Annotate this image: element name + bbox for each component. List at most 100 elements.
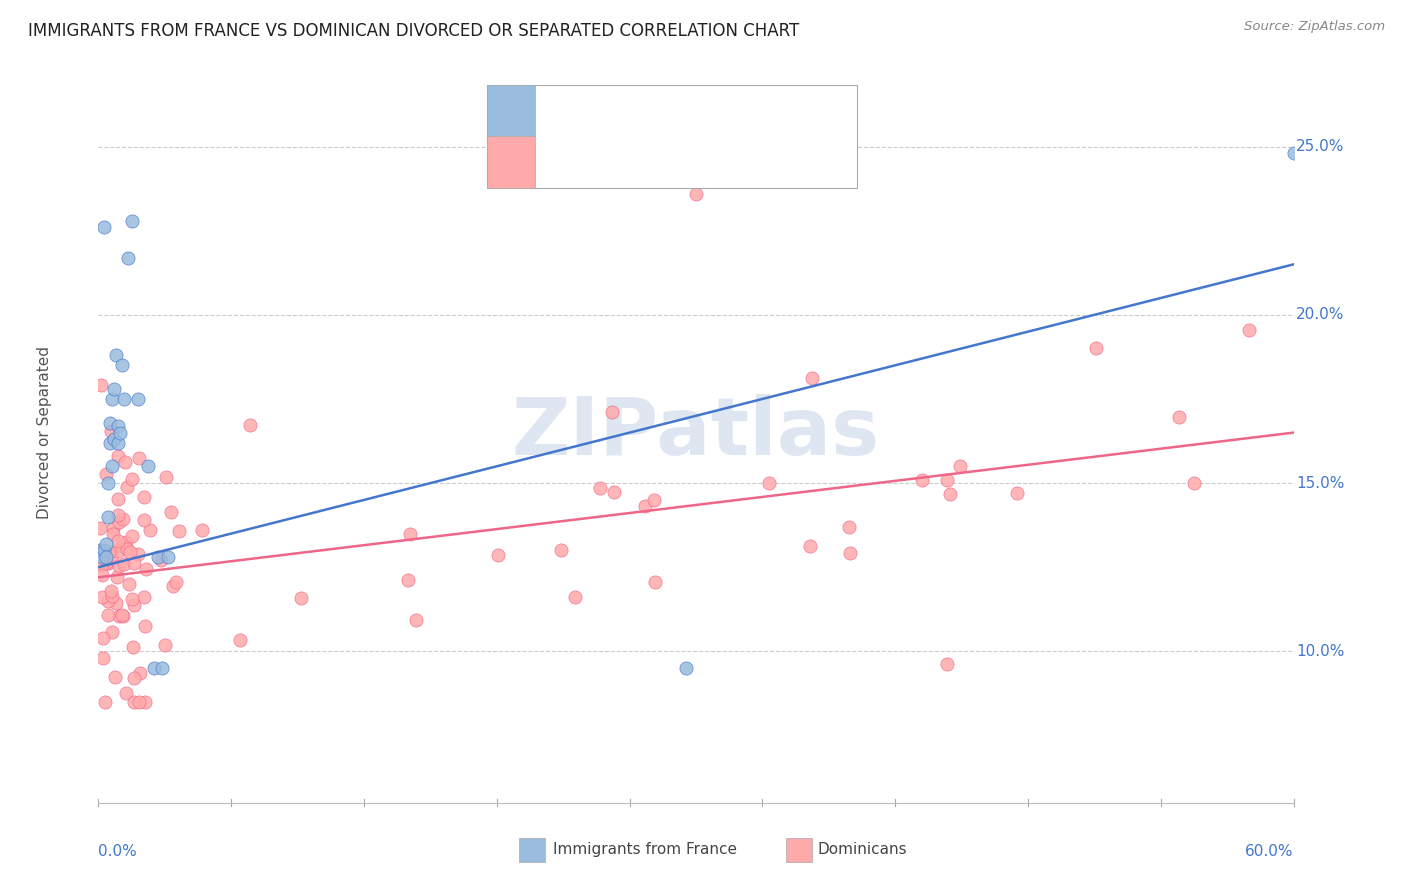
Point [100, 584, 122, 599]
Point [107, 534, 129, 549]
Point [134, 513, 156, 527]
Point [107, 435, 129, 450]
Point [799, 539, 821, 553]
Point [134, 695, 156, 709]
Point [114, 535, 136, 549]
Point [838, 520, 860, 534]
Text: R = 0.416: R = 0.416 [544, 103, 621, 118]
Point [644, 575, 666, 590]
FancyBboxPatch shape [486, 136, 534, 188]
Point [105, 570, 128, 584]
Text: R = 0.399: R = 0.399 [544, 155, 621, 169]
Point [139, 523, 162, 537]
Point [1085, 341, 1108, 355]
Point [1282, 146, 1305, 161]
Point [1005, 485, 1028, 500]
Point [96, 550, 118, 565]
Point [94, 695, 117, 709]
Point [90, 558, 112, 572]
Text: Dominicans: Dominicans [818, 842, 907, 857]
Point [911, 473, 934, 487]
Point [98, 416, 122, 430]
Point [97, 594, 120, 608]
Point [91, 631, 114, 645]
Point [122, 640, 145, 654]
Point [634, 499, 657, 513]
Point [107, 418, 129, 433]
Point [91, 651, 114, 665]
Point [93, 220, 115, 235]
Point [148, 550, 170, 565]
Point [97, 608, 120, 623]
Point [838, 546, 860, 560]
Point [105, 348, 128, 362]
Point [121, 473, 143, 487]
Point [128, 450, 150, 465]
Point [101, 589, 124, 603]
Text: 15.0%: 15.0% [1296, 475, 1344, 491]
Point [89, 543, 111, 558]
Point [122, 671, 145, 685]
Text: 10.0%: 10.0% [1296, 644, 1344, 659]
Point [105, 596, 128, 610]
Point [103, 670, 125, 684]
Point [935, 473, 957, 487]
Point [96, 467, 118, 482]
Point [118, 545, 141, 559]
Point [602, 485, 624, 500]
Point [486, 548, 509, 562]
Point [935, 657, 957, 671]
Point [162, 579, 184, 593]
Point [115, 542, 138, 557]
Point [685, 186, 707, 201]
Point [110, 425, 132, 440]
Point [107, 544, 129, 558]
Point [114, 686, 136, 700]
FancyBboxPatch shape [519, 838, 546, 862]
Point [128, 695, 150, 709]
Point [135, 562, 157, 576]
Text: N =  30: N = 30 [709, 103, 770, 118]
Point [107, 508, 129, 522]
Point [112, 392, 135, 406]
Point [132, 590, 155, 604]
Point [93, 543, 115, 558]
Point [589, 481, 612, 495]
Point [101, 392, 124, 406]
Point [675, 661, 697, 675]
Point [1237, 323, 1260, 337]
Point [405, 613, 427, 627]
Point [121, 592, 143, 607]
Point [96, 536, 118, 550]
Point [191, 523, 214, 537]
Point [801, 371, 824, 385]
Point [134, 619, 156, 633]
Point [949, 459, 972, 474]
Point [91, 568, 114, 582]
Point [100, 424, 122, 438]
Point [118, 577, 141, 591]
Point [94, 556, 117, 570]
Point [111, 540, 134, 554]
Point [1168, 409, 1191, 424]
Point [155, 470, 177, 484]
Text: 0.0%: 0.0% [98, 844, 138, 858]
Point [1182, 476, 1205, 491]
Point [153, 638, 176, 652]
Text: 25.0%: 25.0% [1296, 139, 1344, 154]
Point [91, 550, 114, 565]
Point [124, 598, 146, 612]
Point [643, 492, 665, 507]
Point [229, 633, 252, 648]
Point [103, 433, 125, 447]
Text: Source: ZipAtlas.com: Source: ZipAtlas.com [1244, 20, 1385, 33]
Point [167, 524, 190, 538]
Point [121, 529, 143, 543]
Point [157, 550, 180, 565]
Point [143, 661, 166, 675]
Point [159, 505, 181, 519]
Point [108, 515, 131, 529]
Point [117, 251, 139, 265]
Point [150, 553, 173, 567]
Point [290, 591, 312, 605]
